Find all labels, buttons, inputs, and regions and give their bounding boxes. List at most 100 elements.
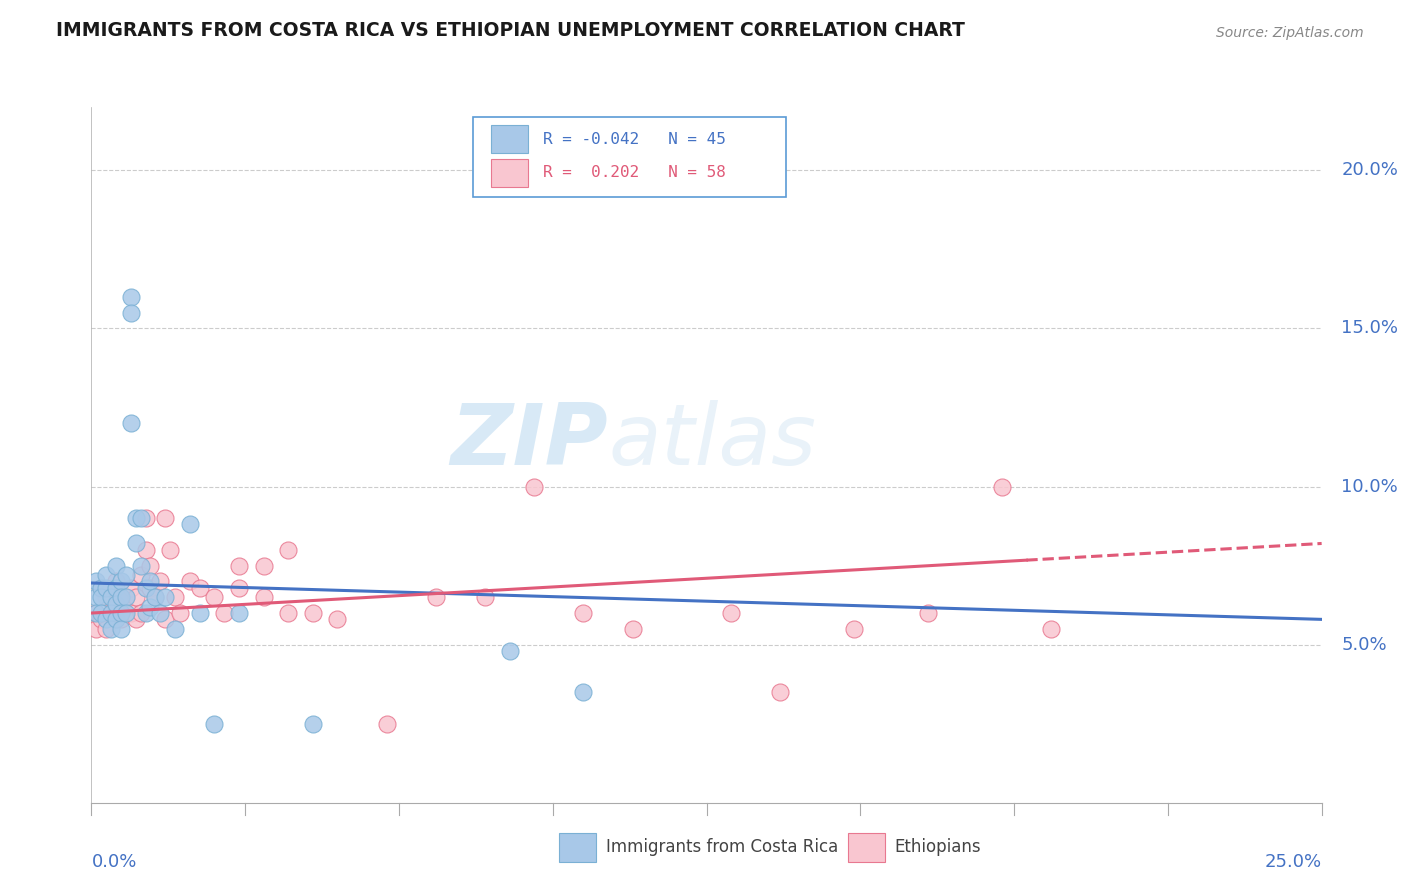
Text: R = -0.042   N = 45: R = -0.042 N = 45 <box>543 132 725 146</box>
Point <box>90 591 112 605</box>
Point <box>114 568 138 582</box>
Point <box>86 606 108 620</box>
Point <box>277 606 299 620</box>
Point <box>124 612 146 626</box>
Point <box>159 542 181 557</box>
Point <box>86 606 108 620</box>
Point <box>145 591 166 605</box>
Text: 0.0%: 0.0% <box>91 854 136 871</box>
Point <box>86 591 108 605</box>
Point <box>110 574 132 589</box>
Point <box>153 612 177 626</box>
Point <box>96 568 117 582</box>
Point <box>163 591 186 605</box>
Point <box>149 606 172 620</box>
Point <box>135 542 156 557</box>
Point <box>301 716 323 731</box>
Point <box>100 606 122 620</box>
Point <box>96 581 117 595</box>
Point <box>169 606 191 620</box>
Bar <box>491 125 529 153</box>
Point <box>145 591 166 605</box>
Text: Source: ZipAtlas.com: Source: ZipAtlas.com <box>1216 26 1364 40</box>
Point <box>212 606 235 620</box>
Point <box>139 581 162 595</box>
Point <box>124 536 146 550</box>
Point <box>96 591 117 605</box>
Point <box>621 622 644 636</box>
Text: 20.0%: 20.0% <box>1341 161 1398 179</box>
Point <box>163 622 186 636</box>
Point <box>86 574 108 589</box>
Point <box>129 568 152 582</box>
Point <box>1039 622 1063 636</box>
Point <box>135 511 156 525</box>
Point <box>129 511 152 525</box>
Point <box>110 612 132 626</box>
Point <box>105 599 127 614</box>
Text: 10.0%: 10.0% <box>1341 477 1398 496</box>
Point <box>277 542 299 557</box>
Point <box>917 606 939 620</box>
Point <box>114 591 138 605</box>
Text: 25.0%: 25.0% <box>1264 854 1322 871</box>
Point <box>228 558 250 573</box>
Point <box>105 612 127 626</box>
Point <box>202 716 225 731</box>
Point <box>105 581 127 595</box>
Point <box>572 606 595 620</box>
Point <box>179 574 201 589</box>
Point <box>135 581 156 595</box>
Point <box>110 606 132 620</box>
Point <box>105 574 127 589</box>
Point <box>114 606 138 620</box>
Text: ZIP: ZIP <box>450 400 607 483</box>
Point <box>124 511 146 525</box>
Text: Immigrants from Costa Rica: Immigrants from Costa Rica <box>606 838 838 856</box>
Point <box>188 606 211 620</box>
Point <box>120 606 142 620</box>
Point <box>124 591 146 605</box>
Point <box>129 606 152 620</box>
Point <box>90 606 112 620</box>
Point <box>139 558 162 573</box>
Point <box>100 622 122 636</box>
Point <box>326 612 349 626</box>
Point <box>769 685 792 699</box>
Point <box>153 511 177 525</box>
Point <box>153 591 177 605</box>
Point <box>498 644 520 658</box>
Point <box>90 581 112 595</box>
Point <box>375 716 398 731</box>
Point <box>179 517 201 532</box>
Point <box>572 685 595 699</box>
Point <box>120 417 142 431</box>
Point <box>96 612 117 626</box>
Point <box>90 581 112 595</box>
Bar <box>558 833 596 862</box>
Point <box>202 591 225 605</box>
Point <box>253 591 276 605</box>
Point <box>105 597 127 611</box>
Text: 15.0%: 15.0% <box>1341 319 1399 337</box>
Point <box>120 305 142 319</box>
Point <box>100 581 122 595</box>
Point <box>135 606 156 620</box>
Text: atlas: atlas <box>607 400 815 483</box>
Point <box>720 606 742 620</box>
Point <box>110 591 132 605</box>
Point <box>523 479 546 493</box>
Point <box>228 581 250 595</box>
Point <box>425 591 447 605</box>
Point <box>253 558 276 573</box>
Bar <box>491 159 529 186</box>
Text: 5.0%: 5.0% <box>1341 636 1386 654</box>
Point <box>842 622 865 636</box>
Point <box>990 479 1012 493</box>
Point <box>139 574 162 589</box>
Point <box>100 591 122 605</box>
Point <box>120 581 142 595</box>
Text: Ethiopians: Ethiopians <box>894 838 981 856</box>
Point <box>105 558 127 573</box>
Point <box>114 606 138 620</box>
